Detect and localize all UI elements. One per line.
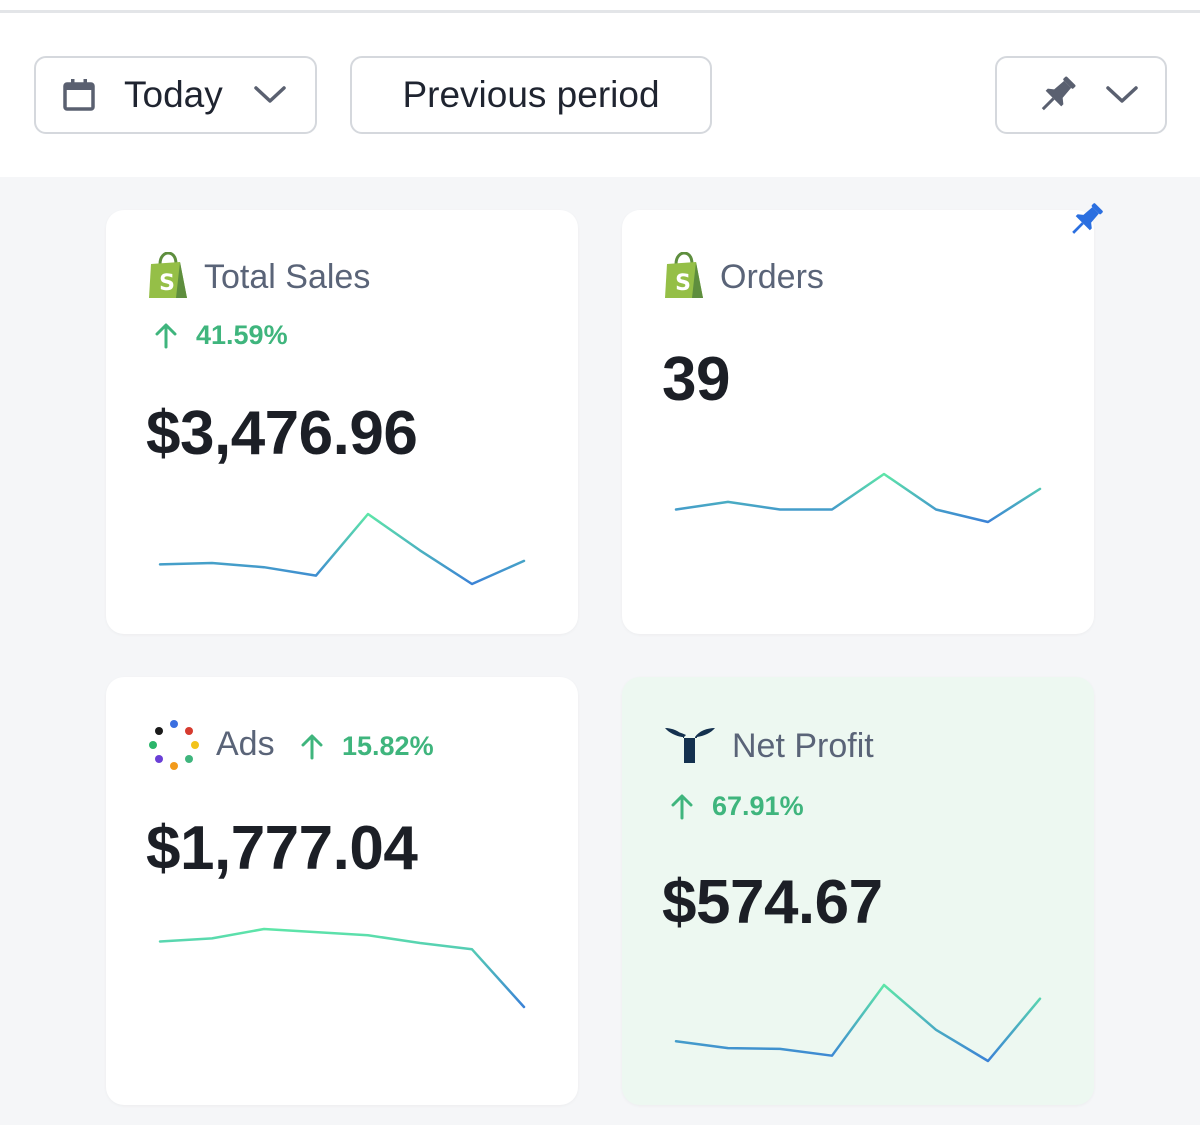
metric-change-value: 67.91% (712, 791, 804, 821)
metric-value: $3,476.96 (146, 399, 418, 468)
top-divider (0, 10, 1200, 13)
metric-change: 41.59% (154, 320, 288, 351)
shopify-icon: S (149, 252, 187, 298)
sparkline (158, 512, 526, 586)
metric-title: Ads (216, 725, 275, 763)
metric-title: Orders (720, 258, 824, 296)
metric-title: Net Profit (732, 727, 874, 765)
sparkline (674, 472, 1042, 524)
pinned-icon[interactable] (1066, 200, 1106, 240)
chevron-down-icon (253, 86, 286, 103)
metric-card-orders[interactable]: S Orders 39 (622, 203, 1103, 634)
metric-change-value: 15.82% (342, 731, 434, 761)
arrow-up-icon (301, 734, 323, 759)
chevron-down-icon (1106, 86, 1138, 103)
sparkline-series (158, 512, 526, 586)
metric-change: 67.91% (670, 791, 804, 822)
sparkline (674, 983, 1042, 1063)
metric-value: $574.67 (662, 868, 883, 937)
toolbar: Today Previous period (0, 13, 1200, 177)
date-range-dropdown[interactable]: Today (34, 56, 317, 134)
metric-change-value: 41.59% (196, 320, 288, 350)
metric-card-total-sales[interactable]: S Total Sales 41.59% $3,476.96 (106, 210, 578, 634)
compare-period-button[interactable]: Previous period (350, 56, 712, 134)
dots-icon (149, 720, 199, 770)
sparkline (158, 927, 526, 1009)
sparkline-series (158, 927, 526, 1009)
pin-menu-dropdown[interactable] (995, 56, 1167, 134)
arrow-up-icon (671, 794, 693, 819)
metrics-grid: S Total Sales 41.59% $3,476.96 S (0, 177, 1200, 1125)
date-range-label: Today (124, 74, 223, 115)
metric-change: 15.82% (300, 731, 434, 762)
metric-value: $1,777.04 (146, 814, 418, 883)
metric-value: 39 (662, 345, 730, 414)
shopify-icon: S (665, 252, 703, 298)
sparkline-series (674, 472, 1042, 524)
calendar-icon (63, 79, 95, 111)
sparkline-series (674, 983, 1042, 1063)
metric-card-net-profit[interactable]: Net Profit 67.91% $574.67 (622, 677, 1094, 1105)
arrow-up-icon (155, 323, 177, 348)
svg-text:S: S (675, 271, 691, 296)
metric-card-ads[interactable]: Ads 15.82% $1,777.04 (106, 677, 578, 1105)
pin-icon (1041, 76, 1076, 111)
metric-title: Total Sales (204, 258, 371, 296)
svg-text:S: S (159, 271, 175, 296)
compare-period-label: Previous period (402, 74, 660, 115)
triple-whale-icon (665, 728, 715, 763)
